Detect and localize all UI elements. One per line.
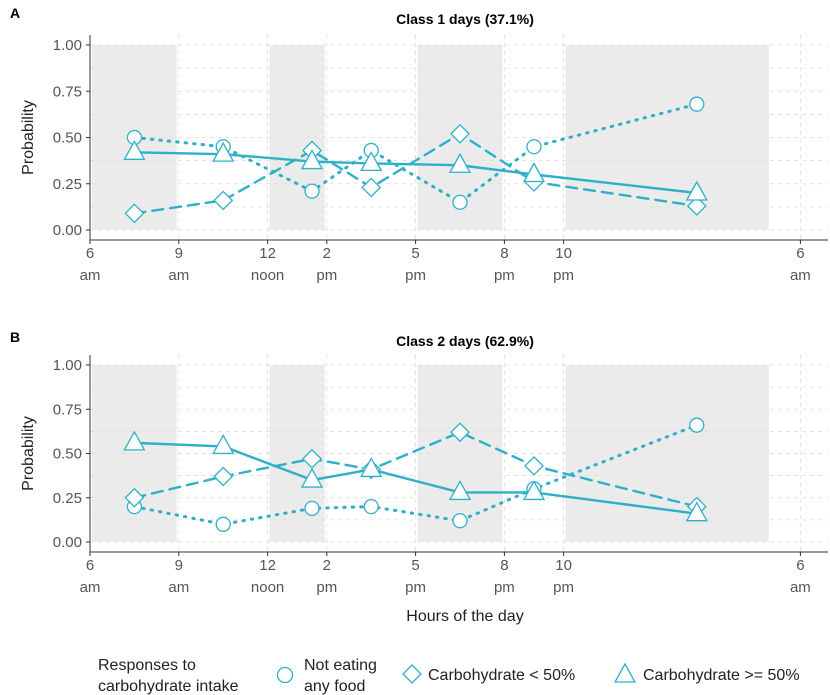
panel-b-point-carbohydrate-50 <box>524 455 544 476</box>
panel-a-x-tick-label: 12 <box>259 245 276 262</box>
panel-b-x-tick-label: pm <box>494 579 515 596</box>
legend-title-line1: Responses to <box>98 657 196 674</box>
panel-b-point-carbohydrate-50 <box>300 467 324 488</box>
panel-b-point-not-eating-any-food <box>215 516 231 532</box>
panel-a-point-carbohydrate-50 <box>448 152 472 173</box>
panel-a-x-tick-label: pm <box>494 267 515 284</box>
panel-a-point-carbohydrate-50 <box>450 123 470 144</box>
panel-b-x-tick-label: 12 <box>259 557 276 574</box>
panel-b-x-tick-label: am <box>790 579 811 596</box>
panel-a-x-tick-label: 10 <box>555 245 572 262</box>
panel-a-point-not-eating-any-food <box>689 96 705 112</box>
panel-a-point-not-eating-any-food <box>452 194 468 210</box>
panel-a-point-carbohydrate-50 <box>213 190 234 211</box>
panel-b-x-tick-label: am <box>168 579 189 596</box>
panel-a-x-tick-label: am <box>80 267 101 284</box>
panel-a-x-tick-label: pm <box>553 267 574 284</box>
panel-b-y-tick-label: 0.50 <box>53 446 82 463</box>
panel-b-x-tick-label: noon <box>251 579 284 596</box>
panel-b-point-carbohydrate-50 <box>124 487 145 508</box>
panel-a-x-tick-label: 8 <box>500 245 508 262</box>
panel-a-y-tick-label: 0.75 <box>53 83 82 100</box>
panel-b-x-tick-label: 6 <box>796 557 804 574</box>
panel-b-x-tick-label: am <box>80 579 101 596</box>
legend: Responses to carbohydrate intake Not eat… <box>98 657 800 695</box>
panel-a-x-tick-label: am <box>168 267 189 284</box>
panel-a-letter: A <box>10 5 20 21</box>
panel-a-y-tick-label: 0.50 <box>53 130 82 147</box>
panel-b-x-tick-label: 9 <box>175 557 183 574</box>
panel-b-y-tick-label: 1.00 <box>53 357 82 374</box>
panel-b-y-tick-label: 0.00 <box>53 534 82 551</box>
panel-b-point-not-eating-any-food <box>689 417 705 433</box>
panel-a-point-carbohydrate-50 <box>360 151 383 172</box>
panel-a-x-tick-label: 6 <box>796 245 804 262</box>
panel-a-x-tick-label: 6 <box>86 245 94 262</box>
panel-a-point-carbohydrate-50 <box>361 177 382 198</box>
legend-item-carb-high: Carbohydrate >= 50% <box>643 667 800 684</box>
panel-a-x-tick-label: 2 <box>323 245 331 262</box>
panel-a-x-tick-label: pm <box>405 267 426 284</box>
panel-a-point-carbohydrate-50 <box>124 203 145 224</box>
panel-b-x-tick-label: pm <box>405 579 426 596</box>
panel-a-title: Class 1 days (37.1%) <box>396 11 534 27</box>
legend-item-carb-low: Carbohydrate < 50% <box>428 667 575 684</box>
panel-b-y-tick-label: 0.75 <box>53 401 82 418</box>
chart-panel-a: 0.00 0.25 0.50 0.75 1.00 6 am 9 am 12 noon 2 pm 5 pm 8 p… <box>10 5 828 284</box>
legend-diamond-marker-icon <box>402 664 422 684</box>
panel-a-x-tick-label: am <box>790 267 811 284</box>
panel-b-x-tick-label: pm <box>553 579 574 596</box>
panel-b-y-tick-label: 0.25 <box>53 490 82 507</box>
panel-a-point-carbohydrate-50 <box>522 162 546 183</box>
panel-b-letter: B <box>10 329 20 345</box>
panel-a-y-tick-label: 0.00 <box>53 222 82 239</box>
panel-b-point-not-eating-any-food <box>363 498 379 515</box>
panel-b-x-tick-label: 6 <box>86 557 94 574</box>
legend-triangle-marker-icon <box>613 662 637 683</box>
panel-b-point-carbohydrate-50 <box>450 422 470 443</box>
panel-a-x-tick-label: pm <box>316 267 337 284</box>
panel-b-x-tick-label: 2 <box>323 557 331 574</box>
panel-b-x-tick-label: pm <box>316 579 337 596</box>
panel-b-point-carbohydrate-50 <box>522 480 546 501</box>
panel-a-y-tick-label: 0.25 <box>53 176 82 193</box>
panel-a-x-tick-label: 5 <box>411 245 419 262</box>
panel-b-title: Class 2 days (62.9%) <box>396 333 534 349</box>
legend-circle-marker-icon <box>276 666 294 684</box>
panel-a-point-not-eating-any-food <box>304 183 320 199</box>
panel-a-point-not-eating-any-food <box>526 139 542 155</box>
panel-a-y-axis-title: Probability <box>20 100 37 175</box>
panel-b-x-tick-label: 8 <box>500 557 508 574</box>
panel-b-point-carbohydrate-50 <box>448 480 472 501</box>
panel-a-point-carbohydrate-50 <box>686 196 707 216</box>
panel-b-point-carbohydrate-50 <box>212 434 235 455</box>
legend-title-line2: carbohydrate intake <box>98 678 239 695</box>
panel-b-x-tick-label: 10 <box>555 557 572 574</box>
panel-a-y-tick-label: 1.00 <box>53 37 82 54</box>
panel-b-point-carbohydrate-50 <box>123 430 146 451</box>
panel-a-point-carbohydrate-50 <box>685 180 708 201</box>
chart-panel-b: 0.00 0.25 0.50 0.75 1.00 6 am 9 am 12 noon 2 pm 5 pm 8 p… <box>10 329 828 625</box>
legend-item-not-eating-line1: Not eating <box>304 657 377 674</box>
panel-b-point-not-eating-any-food <box>452 513 468 529</box>
panel-a-x-tick-label: 9 <box>175 245 183 262</box>
panel-b-x-axis-title: Hours of the day <box>406 608 523 625</box>
panel-b-x-tick-label: 5 <box>411 557 419 574</box>
panel-b-point-carbohydrate-50 <box>213 466 234 487</box>
panel-b-point-carbohydrate-50 <box>685 501 708 522</box>
panel-a-x-tick-label: noon <box>251 267 284 284</box>
panel-b-y-axis-title: Probability <box>20 416 37 491</box>
panel-a-point-carbohydrate-50 <box>212 141 235 162</box>
panel-a-point-carbohydrate-50 <box>300 149 324 170</box>
panel-b-point-carbohydrate-50 <box>360 457 383 478</box>
legend-item-not-eating-line2: any food <box>304 678 365 695</box>
panel-a-point-carbohydrate-50 <box>123 139 146 160</box>
panel-b-point-not-eating-any-food <box>304 500 320 517</box>
